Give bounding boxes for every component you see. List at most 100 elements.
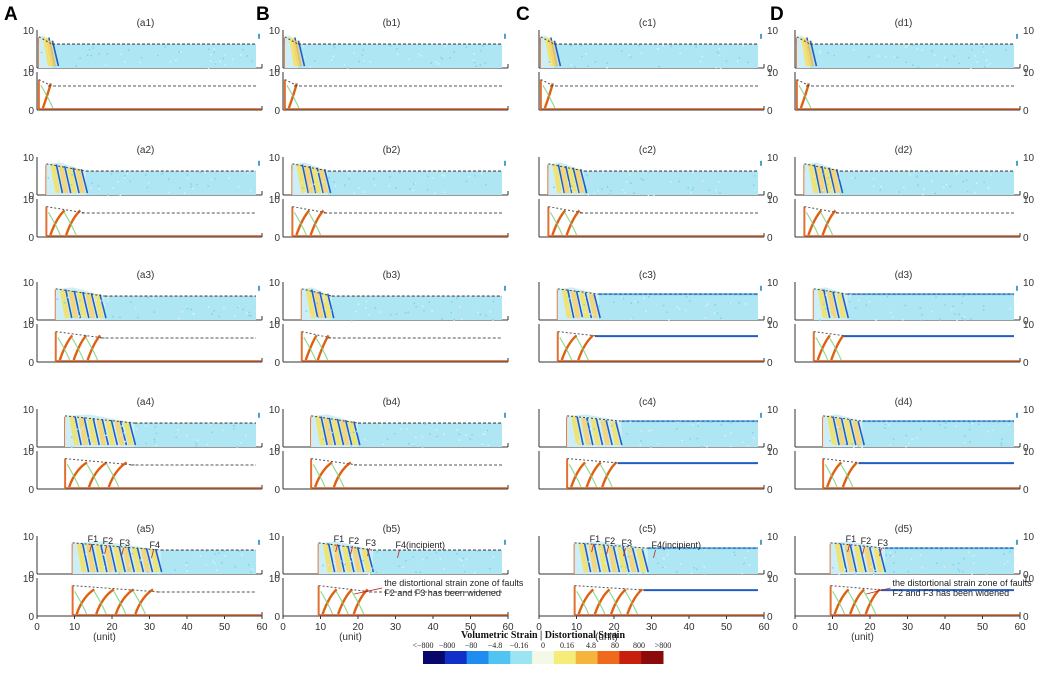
colorbar-segment bbox=[423, 651, 446, 664]
particle bbox=[906, 45, 909, 47]
particle bbox=[147, 182, 150, 184]
backthrust bbox=[847, 590, 861, 615]
particle bbox=[1003, 553, 1005, 555]
particle bbox=[251, 568, 254, 570]
particle bbox=[124, 434, 126, 436]
distortional-strain-plot: 10 0 bbox=[794, 195, 1035, 244]
particle bbox=[570, 44, 572, 47]
sediment-fill bbox=[292, 171, 502, 195]
y-tick-label: 10 bbox=[767, 68, 779, 79]
particle bbox=[718, 47, 720, 50]
fault-label: F3 bbox=[120, 538, 131, 548]
particle bbox=[890, 311, 892, 314]
particle bbox=[968, 441, 971, 443]
particle bbox=[685, 548, 688, 551]
particle bbox=[435, 428, 438, 431]
volumetric-band bbox=[804, 40, 815, 67]
x-tick-label: 20 bbox=[352, 622, 364, 633]
panel-label: (b5) bbox=[383, 524, 401, 535]
particle bbox=[158, 573, 161, 576]
volumetric-band bbox=[830, 169, 841, 194]
y-tick-label: 0 bbox=[1023, 233, 1029, 244]
particle bbox=[250, 315, 252, 317]
particle bbox=[213, 51, 215, 53]
particle bbox=[349, 432, 351, 434]
particle bbox=[638, 44, 640, 47]
particle bbox=[130, 301, 132, 303]
particle bbox=[302, 45, 305, 48]
particle bbox=[823, 303, 825, 305]
volumetric-band bbox=[636, 548, 647, 573]
y-tick-label: 0 bbox=[274, 191, 280, 202]
shear-band bbox=[332, 461, 352, 488]
particle bbox=[689, 437, 692, 440]
y-tick-label: 10 bbox=[269, 320, 281, 331]
particle bbox=[344, 563, 346, 566]
y-tick-label: 10 bbox=[1023, 195, 1035, 206]
backthrust bbox=[312, 463, 326, 488]
particle bbox=[678, 180, 681, 183]
particle bbox=[406, 428, 408, 430]
particle bbox=[479, 313, 482, 316]
particle bbox=[484, 433, 486, 436]
panel-label: (c1) bbox=[639, 18, 656, 29]
colorbar-segment bbox=[553, 651, 577, 664]
particle bbox=[549, 62, 552, 65]
particle bbox=[753, 175, 756, 177]
particle bbox=[473, 59, 475, 62]
wedge-top bbox=[813, 288, 848, 295]
particle bbox=[680, 563, 682, 565]
particle bbox=[846, 562, 848, 564]
shear-band bbox=[87, 461, 108, 488]
particle bbox=[471, 433, 473, 436]
y-tick-label: 0 bbox=[767, 64, 773, 75]
particle bbox=[309, 314, 311, 317]
shear-band bbox=[67, 461, 88, 488]
particle bbox=[473, 61, 476, 64]
backthrust bbox=[303, 336, 317, 361]
particle bbox=[224, 64, 227, 66]
particle bbox=[426, 188, 429, 191]
particle bbox=[340, 560, 343, 563]
particle bbox=[662, 557, 664, 559]
particle bbox=[982, 45, 984, 48]
particle bbox=[872, 185, 875, 188]
particle bbox=[730, 421, 732, 424]
particle bbox=[399, 428, 402, 430]
particle bbox=[404, 559, 407, 562]
particle bbox=[408, 442, 410, 445]
particle bbox=[319, 562, 321, 564]
particle bbox=[643, 297, 645, 299]
volumetric-strain-plot: 10 0 bbox=[23, 26, 263, 75]
particle bbox=[854, 177, 857, 179]
colorbar-tick-label: 800 bbox=[633, 641, 645, 650]
backthrust bbox=[308, 211, 322, 236]
distortional-strain-plot: 10 0 bbox=[794, 68, 1035, 117]
particle bbox=[175, 59, 177, 62]
y-tick-label: 0 bbox=[274, 570, 280, 581]
particle bbox=[101, 300, 104, 303]
particle bbox=[358, 187, 360, 189]
wedge-top bbox=[301, 288, 332, 297]
particle bbox=[199, 555, 202, 557]
particle bbox=[848, 296, 851, 298]
particle bbox=[888, 424, 891, 426]
particle bbox=[222, 57, 225, 60]
particle bbox=[371, 567, 373, 569]
shear-band bbox=[609, 588, 627, 615]
backthrust bbox=[286, 84, 300, 109]
particle bbox=[815, 296, 817, 298]
colorbar-segment bbox=[641, 651, 664, 664]
shear-band bbox=[569, 461, 586, 488]
y-tick-label: 10 bbox=[23, 532, 35, 543]
particle bbox=[474, 175, 476, 177]
compaction-band bbox=[579, 168, 588, 194]
particle bbox=[606, 62, 608, 64]
particle bbox=[868, 300, 871, 303]
compaction-band bbox=[839, 543, 848, 573]
particle bbox=[224, 555, 226, 557]
wedge-top bbox=[796, 79, 811, 87]
particle bbox=[232, 428, 235, 430]
volumetric-band bbox=[321, 293, 332, 319]
particle bbox=[77, 557, 79, 560]
